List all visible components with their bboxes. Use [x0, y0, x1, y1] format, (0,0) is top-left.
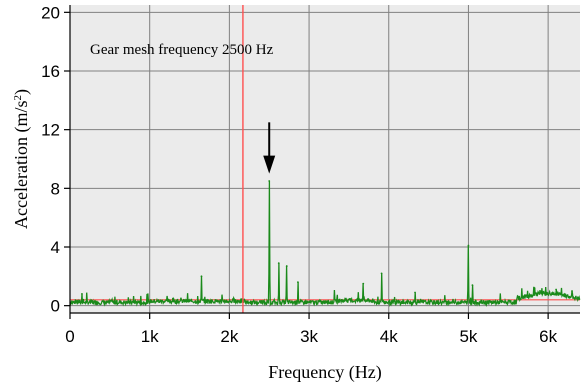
spectrum-peak-point [571, 290, 573, 292]
spectrum-peak-point [467, 244, 470, 247]
y-ticks: 0 4 8 12 16 20 [41, 3, 70, 316]
x-tick-label: 3k [300, 327, 318, 346]
arrow-head [263, 155, 276, 174]
y-tick-label: 4 [51, 238, 60, 257]
spectrum-peak-point [81, 293, 83, 295]
spectrum-peak-point [471, 284, 474, 287]
spectrum-peak-point [380, 272, 383, 275]
x-tick-label: 5k [459, 327, 477, 346]
y-tick-label: 16 [41, 62, 60, 81]
spectrum-peak-point [533, 287, 536, 289]
spectrum-peak-point [268, 180, 271, 182]
x-tick-label: 4k [380, 327, 398, 346]
x-tick-label: 0 [65, 327, 74, 346]
y-axis-title: Acceleration (m/s2) [11, 89, 32, 229]
y-axis-title-exponent: 2 [12, 95, 24, 101]
x-ticks: 0 1k 2k 3k 4k 5k 6k [65, 313, 558, 346]
spectrum-peak-point [555, 288, 557, 291]
x-tick-label: 2k [220, 327, 238, 346]
grid-lines [70, 5, 580, 313]
spectrum-peak-point [297, 281, 299, 284]
peak-arrow [263, 122, 276, 174]
spectrum-peak-point [285, 265, 288, 267]
x-tick-label: 6k [539, 327, 557, 346]
spectrum-peak-point [277, 262, 280, 265]
x-tick-label: 1k [141, 327, 159, 346]
y-tick-label: 20 [41, 3, 60, 22]
series-layer [69, 180, 581, 308]
y-tick-label: 8 [51, 179, 60, 198]
spectrum-peak-point [200, 275, 203, 278]
y-tick-label: 12 [41, 121, 60, 140]
y-tick-label: 0 [51, 297, 60, 316]
y-axis-title-main: Acceleration (m/s [11, 101, 32, 229]
spectrum-series-line [69, 180, 581, 308]
x-axis-title: Frequency (Hz) [268, 362, 381, 383]
gear-mesh-annotation: Gear mesh frequency 2500 Hz [90, 42, 274, 58]
spectrum-peak-point [414, 291, 416, 294]
y-axis-title-close: ) [11, 89, 32, 95]
plot-background [70, 5, 580, 313]
spectrum-peak-point [362, 282, 365, 285]
